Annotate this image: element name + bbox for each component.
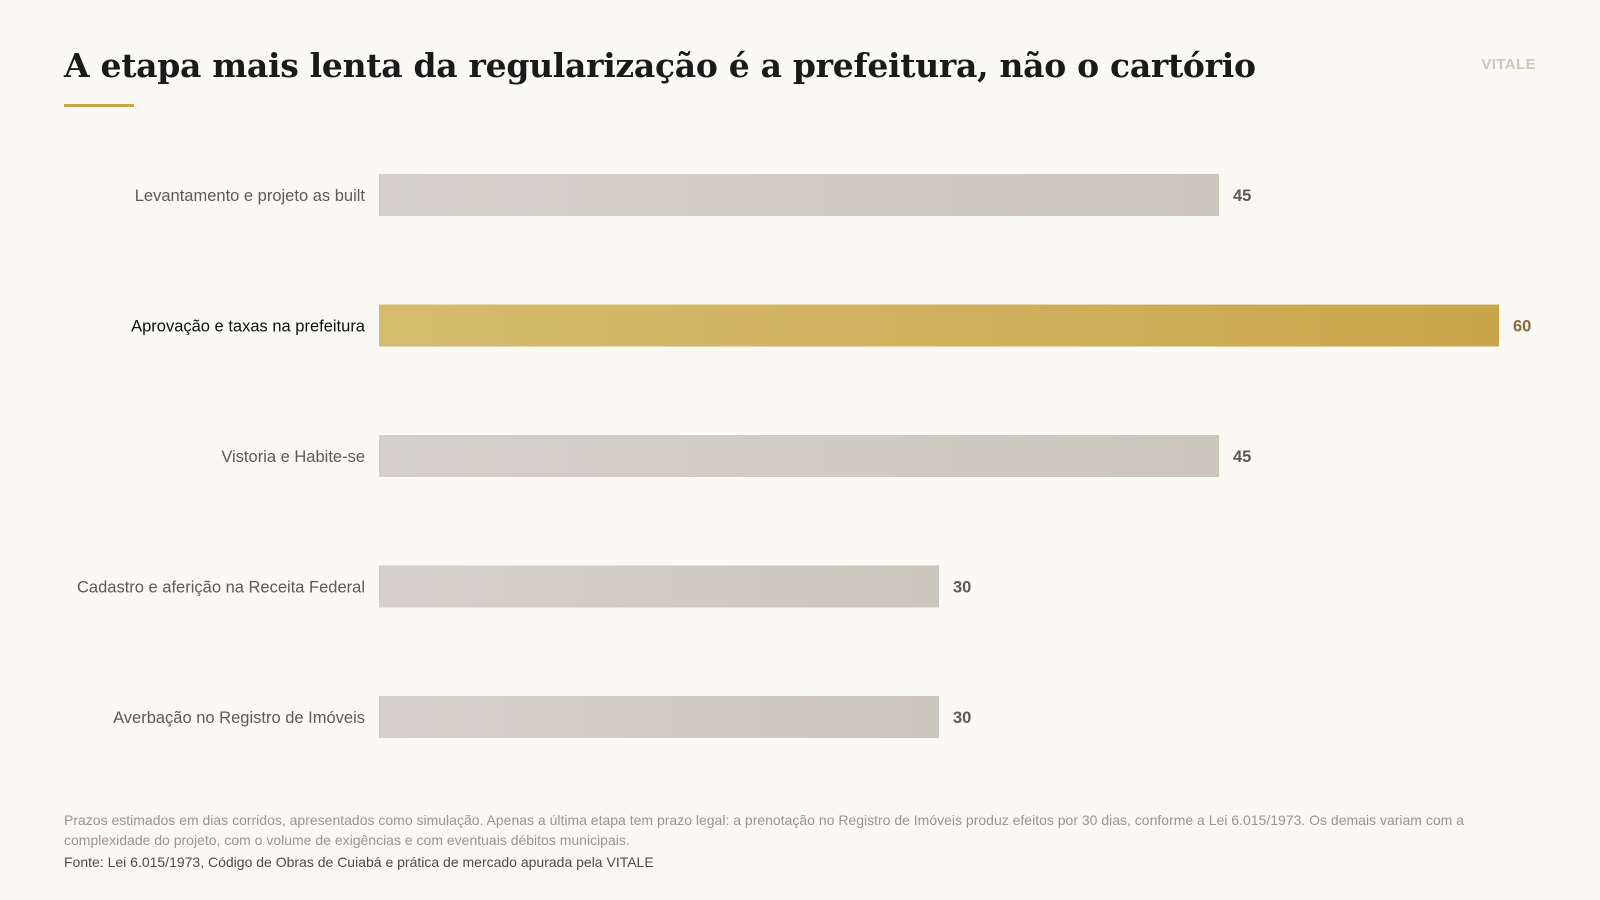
footnote: Prazos estimados em dias corridos, apres… — [64, 812, 1464, 848]
bars-group: Levantamento e projeto as built 45 Aprovaç… — [77, 174, 1531, 738]
value-label: 60 — [1513, 318, 1531, 336]
bar — [379, 696, 939, 738]
value-label: 45 — [1233, 187, 1251, 205]
title-accent-rule — [64, 104, 134, 107]
value-label: 30 — [953, 709, 971, 727]
bar — [379, 174, 1219, 216]
bar — [379, 435, 1219, 477]
bar — [379, 565, 939, 608]
category-label: Levantamento e projeto as built — [135, 187, 366, 205]
category-label: Aprovação e taxas na prefeitura — [131, 318, 366, 336]
bar-chart: Levantamento e projeto as built 45 Aprovaç… — [77, 174, 1531, 738]
brand-logo: VITALE — [1481, 56, 1536, 73]
chart-title: A etapa mais lenta da regularização é a … — [64, 46, 1256, 85]
value-label: 30 — [953, 579, 971, 597]
category-label: Cadastro e aferição na Receita Federal — [77, 579, 365, 597]
bar-highlighted — [379, 304, 1499, 347]
source-note: Fonte: Lei 6.015/1973, Código de Obras d… — [64, 854, 654, 870]
category-label: Averbação no Registro de Imóveis — [113, 709, 365, 727]
value-label: 45 — [1233, 448, 1251, 466]
category-label: Vistoria e Habite-se — [221, 448, 365, 466]
